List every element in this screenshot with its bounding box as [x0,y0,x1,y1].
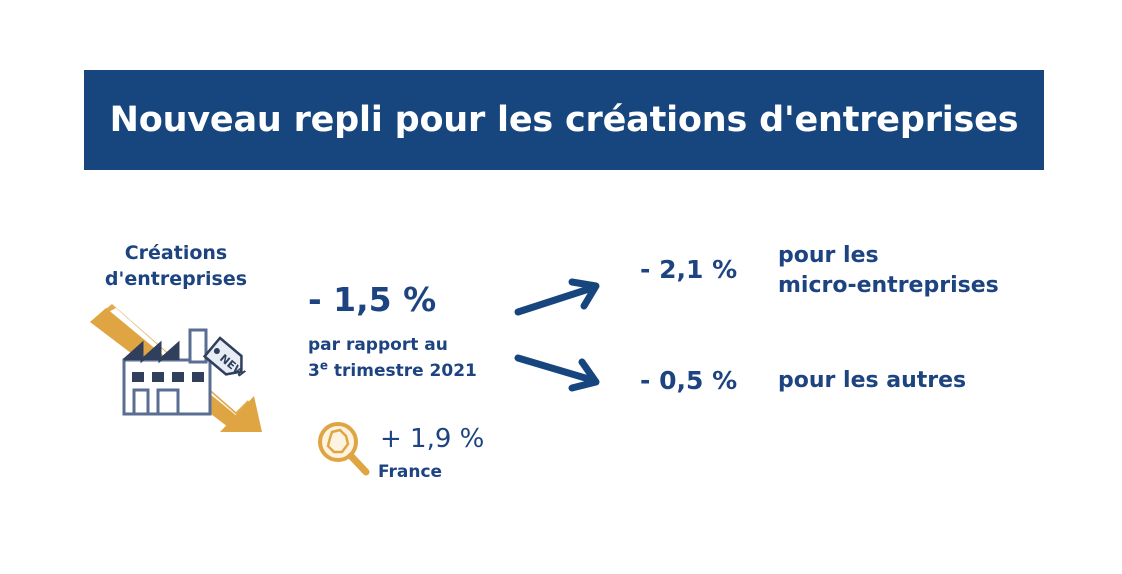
micro-entreprises-label: pour les micro-entreprises [778,241,999,301]
arrow-up-right-icon [514,278,600,316]
micro-entreprises-change-value: - 2,1 % [640,255,738,284]
overall-change-value: - 1,5 % [308,280,437,319]
autres-label: pour les autres [778,366,966,396]
page-title: Nouveau repli pour les créations d'entre… [109,100,1019,140]
france-label: France [378,462,443,482]
comparison-line1: par rapport au [308,335,448,355]
creations-label: Créations d'entreprises [86,240,266,292]
micro-entreprises-label-line1: pour les [778,243,879,268]
factory-icon [122,328,212,416]
france-change-value: + 1,9 % [380,424,485,454]
magnifier-france-icon [318,422,370,476]
factory-illustration: NEW [90,304,262,432]
comparison-quarter-number: 3 [308,361,320,381]
comparison-line2: 3e trimestre 2021 [308,358,477,384]
comparison-quarter-rest: trimestre 2021 [327,361,477,381]
autres-change-value: - 0,5 % [640,366,738,395]
title-banner: Nouveau repli pour les créations d'entre… [84,70,1044,170]
comparison-text: par rapport au 3e trimestre 2021 [308,332,477,384]
autres-label-line1: pour les autres [778,368,967,393]
micro-entreprises-label-line2: micro-entreprises [778,273,999,298]
new-tag-icon: NEW [202,336,248,380]
creations-label-line1: Créations [124,242,228,264]
comparison-quarter-ordinal: e [319,358,328,373]
arrow-down-right-icon [514,354,600,392]
creations-label-line2: d'entreprises [104,268,248,290]
